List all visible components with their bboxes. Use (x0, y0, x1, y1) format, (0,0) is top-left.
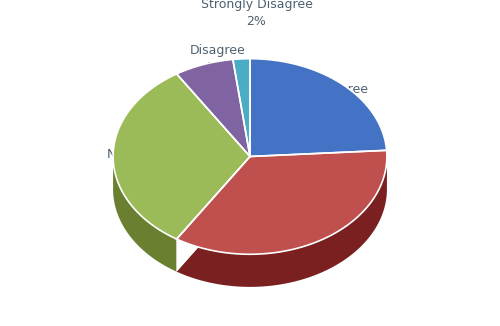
Polygon shape (113, 157, 176, 272)
Polygon shape (176, 157, 387, 287)
Polygon shape (176, 156, 250, 272)
Polygon shape (233, 59, 250, 156)
Text: Neutral
32%: Neutral 32% (106, 148, 152, 178)
Polygon shape (176, 59, 250, 156)
Polygon shape (176, 156, 250, 272)
Polygon shape (250, 59, 386, 156)
Text: Disagree
7%: Disagree 7% (190, 44, 246, 74)
Text: Strongly Disagree
2%: Strongly Disagree 2% (200, 0, 312, 28)
Polygon shape (176, 150, 387, 254)
Polygon shape (113, 74, 250, 239)
Text: Agree
35%: Agree 35% (300, 194, 337, 224)
Text: Strongly Agree
24%: Strongly Agree 24% (275, 83, 368, 113)
